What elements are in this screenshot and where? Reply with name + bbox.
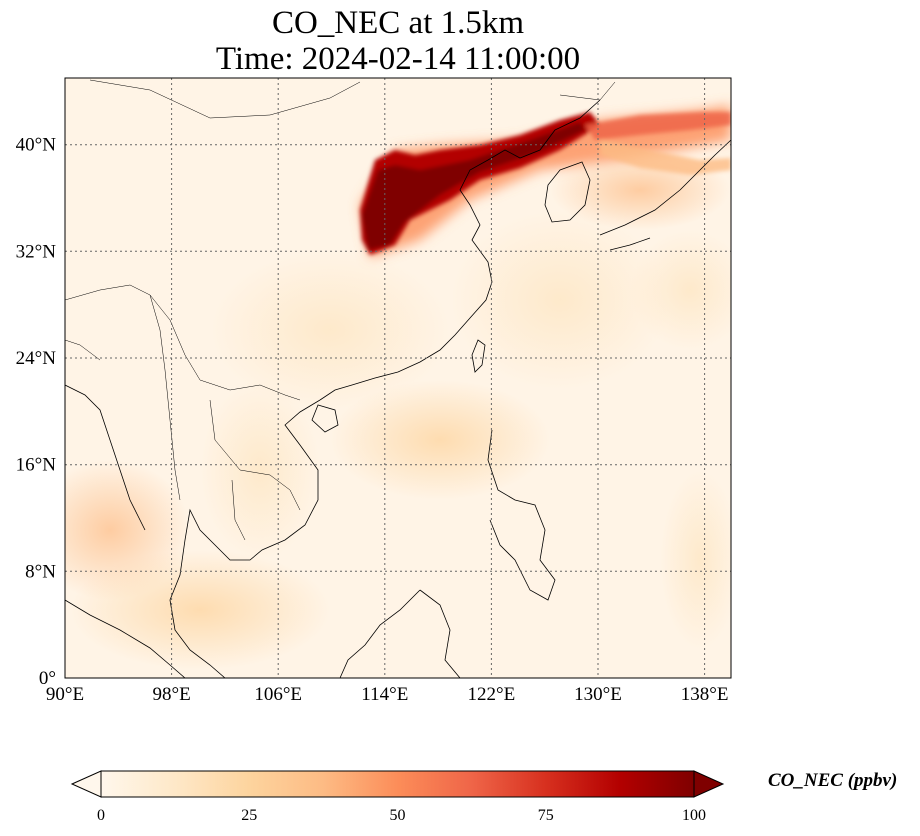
haze-vietnam (200, 380, 320, 560)
colorbar-tick-label: 0 (97, 807, 105, 824)
coast-philippines (487, 429, 556, 601)
lat-tick-labels: 0° 8°N 16°N 24°N 32°N 40°N (16, 135, 57, 689)
colorbar-tick-label: 75 (538, 807, 554, 824)
lon-tick-label: 98°E (152, 684, 190, 705)
map-title: CO_NEC at 1.5km (271, 5, 525, 41)
borders (65, 79, 616, 541)
lon-tick-label: 138°E (681, 684, 729, 705)
lon-tick-label: 90°E (46, 684, 84, 705)
haze-south-china (210, 250, 450, 410)
coast-japan (599, 139, 731, 251)
lat-tick-label: 0° (39, 668, 56, 689)
lat-tick-label: 40°N (16, 135, 57, 156)
lon-tick-label: 130°E (574, 684, 622, 705)
lat-tick-label: 24°N (16, 348, 57, 369)
lon-tick-label: 122°E (468, 684, 516, 705)
coast-taiwan (471, 339, 486, 373)
colorbar-ramp (100, 770, 695, 798)
colorbar-max-extend (693, 770, 725, 798)
concentration-field (65, 78, 731, 678)
lat-tick-label: 32°N (16, 241, 57, 262)
lon-tick-labels: 90°E 98°E 106°E 114°E 122°E 130°E 138°E (46, 684, 729, 705)
colorbar: 0 25 50 75 100 (70, 770, 725, 824)
coast-myanmar (65, 384, 146, 531)
lon-tick-label: 106°E (254, 684, 302, 705)
haze-west-pacific (660, 470, 731, 650)
colorbar-tick-label: 50 (390, 807, 406, 824)
colorbar-tick-label: 25 (241, 807, 257, 824)
colorbar-min-extend (70, 770, 102, 798)
coastlines (65, 99, 731, 678)
colorbar-label: CO_NEC (ppbv) (768, 770, 898, 791)
map-subtitle-time: Time: 2024-02-14 11:00:00 (215, 41, 581, 77)
colorbar-tick-label: 100 (682, 807, 706, 824)
lat-tick-label: 8°N (25, 561, 56, 582)
map-frame (64, 77, 732, 679)
coast-borneo (339, 589, 461, 678)
coast-hainan (311, 404, 339, 433)
haze-south-china-sea (330, 380, 550, 500)
coast-indochina (169, 399, 321, 678)
coast-sumatra (65, 599, 186, 678)
plume-halo (360, 105, 731, 258)
haze-east-china-sea (450, 210, 670, 390)
lon-tick-label: 114°E (361, 684, 408, 705)
lat-tick-label: 16°N (16, 455, 57, 476)
haze-pacific (630, 230, 731, 350)
gridlines (65, 78, 731, 678)
haze-gulf-thailand (70, 550, 330, 670)
coast-korea (544, 161, 591, 223)
